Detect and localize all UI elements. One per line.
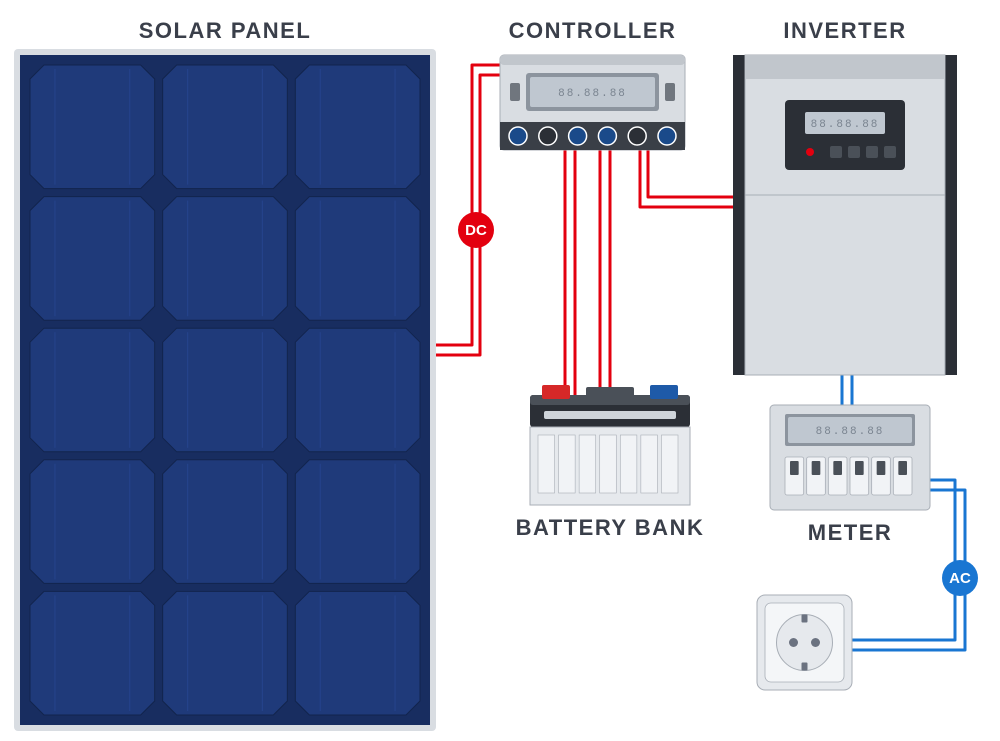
meter-label: METER (808, 520, 893, 545)
battery-bank: BATTERY BANK (516, 385, 705, 540)
controller: 88.88.88 CONTROLLER (500, 18, 685, 150)
inverter: 88.88.88 INVERTER (733, 18, 957, 375)
svg-text:88.88.88: 88.88.88 (816, 426, 885, 438)
svg-text:88.88.88: 88.88.88 (558, 88, 627, 100)
svg-text:88.88.88: 88.88.88 (811, 119, 880, 131)
battery-bank-label: BATTERY BANK (516, 515, 705, 540)
solar-panel: SOLAR PANEL (14, 18, 436, 731)
solar-panel-label: SOLAR PANEL (139, 18, 312, 43)
meter: 88.88.88 METER (770, 405, 930, 545)
solar-system-diagram: SOLAR PANEL 88.88.88 CONTROLLER 88.88.88 INV… (0, 0, 1000, 741)
dc-badge: DC (458, 212, 494, 248)
ac-badge: AC (942, 560, 978, 596)
inverter-label: INVERTER (783, 18, 906, 43)
svg-text:DC: DC (465, 222, 487, 239)
svg-text:AC: AC (949, 570, 971, 587)
controller-label: CONTROLLER (509, 18, 677, 43)
power-outlet (757, 595, 852, 690)
